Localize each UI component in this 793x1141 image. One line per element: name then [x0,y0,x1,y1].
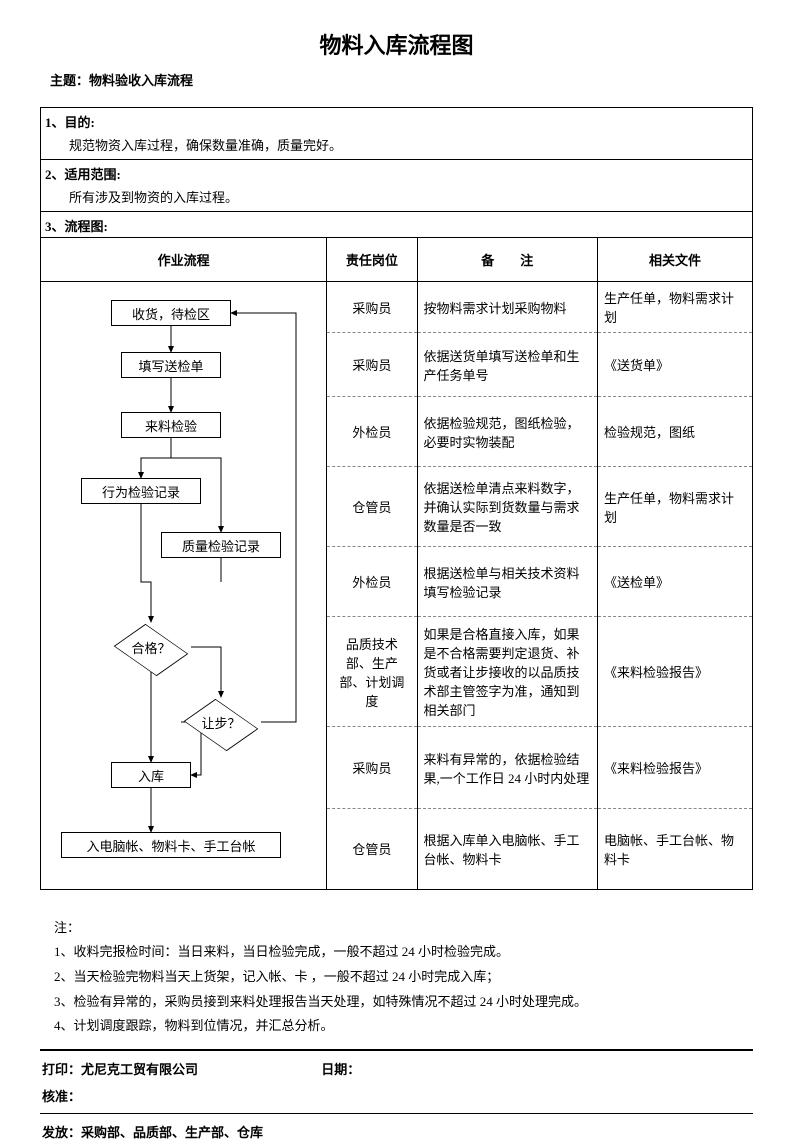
cell-role: 采购员 [327,282,417,333]
node-instore: 入库 [111,762,191,788]
cell-doc: 《送货单》 [598,333,752,397]
node-behavior-record: 行为检验记录 [81,478,201,504]
cell-role: 采购员 [327,333,417,397]
cell-doc: 《来料检验报告》 [598,727,752,809]
cell-note: 来料有异常的，依据检验结果,一个工作日 24 小时内处理 [417,727,598,809]
th-note: 备 注 [417,238,598,282]
flow-table: 作业流程 责任岗位 备 注 相关文件 收货，待检区填写送检单来料检验行为检验记录… [41,237,752,889]
cell-doc: 检验规范，图纸 [598,397,752,467]
section-1-body: 规范物资入库过程，确保数量准确，质量完好。 [41,133,752,159]
node-quality-record: 质量检验记录 [161,532,281,558]
th-role: 责任岗位 [327,238,417,282]
cell-role: 外检员 [327,397,417,467]
decision-pass: 合格？ [111,622,191,672]
cell-role: 外检员 [327,547,417,617]
note-line: 1、收料完报检时间：当日来料，当日检验完成，一般不超过 24 小时检验完成。 [54,940,753,965]
cell-note: 根据入库单入电脑帐、手工台帐、物料卡 [417,809,598,889]
footer-approve: 核准： [42,1086,753,1105]
table-header-row: 作业流程 责任岗位 备 注 相关文件 [41,238,752,282]
cell-note: 依据送货单填写送检单和生产任务单号 [417,333,598,397]
cell-note: 依据检验规范，图纸检验，必要时实物装配 [417,397,598,467]
subject-line: 主题：物料验收入库流程 [50,70,753,89]
cell-doc: 生产任单，物料需求计划 [598,282,752,333]
cell-role: 品质技术部、生产部、计划调度 [327,617,417,727]
cell-doc: 《来料检验报告》 [598,617,752,727]
section-2-body: 所有涉及到物资的入库过程。 [41,185,752,211]
cell-role: 仓管员 [327,467,417,547]
section-2-head: 2、适用范围: [41,159,752,185]
date-label: 日期： [321,1059,360,1078]
note-line: 4、计划调度跟踪，物料到位情况，并汇总分析。 [54,1014,753,1039]
cell-note: 依据送检单清点来料数字，并确认实际到货数量与需求数量是否一致 [417,467,598,547]
node-fill-form: 填写送检单 [121,352,221,378]
table-row: 收货，待检区填写送检单来料检验行为检验记录质量检验记录合格？让步？入库入电脑帐、… [41,282,752,333]
cell-role: 采购员 [327,727,417,809]
footer-print: 打印：尤尼克工贸有限公司 日期： [42,1059,753,1078]
cell-note: 如果是合格直接入库，如果是不合格需要判定退货、补货或者让步接收的以品质技术部主管… [417,617,598,727]
th-doc: 相关文件 [598,238,752,282]
th-flow: 作业流程 [41,238,327,282]
divider-thin [40,1113,753,1114]
page-title: 物料入库流程图 [40,28,753,60]
note-line: 3、检验有异常的，采购员接到来料处理报告当天处理，如特殊情况不超过 24 小时处… [54,990,753,1015]
flowchart-cell: 收货，待检区填写送检单来料检验行为检验记录质量检验记录合格？ 让步？ 入库入电脑帐、… [41,282,327,889]
cell-note: 根据送检单与相关技术资料填写检验记录 [417,547,598,617]
node-accounts: 入电脑帐、物料卡、手工台帐 [61,832,281,858]
main-container: 1、目的: 规范物资入库过程，确保数量准确，质量完好。 2、适用范围: 所有涉及… [40,107,753,890]
print-label: 打印：尤尼克工贸有限公司 [42,1062,198,1077]
cell-note: 按物料需求计划采购物料 [417,282,598,333]
node-incoming-inspect: 来料检验 [121,412,221,438]
node-receive: 收货，待检区 [111,300,231,326]
footer-dist: 发放：采购部、品质部、生产部、仓库 [42,1122,753,1141]
decision-concession: 让步？ [181,697,261,747]
cell-doc: 电脑帐、手工台帐、物料卡 [598,809,752,889]
notes-block: 注： 1、收料完报检时间：当日来料，当日检验完成，一般不超过 24 小时检验完成… [54,916,753,1039]
cell-role: 仓管员 [327,809,417,889]
section-1-head: 1、目的: [41,108,752,133]
cell-doc: 《送检单》 [598,547,752,617]
note-line: 2、当天检验完物料当天上货架，记入帐、卡 ，一般不超过 24 小时完成入库； [54,965,753,990]
cell-doc: 生产任单，物料需求计划 [598,467,752,547]
divider-thick [40,1049,753,1051]
section-3-head: 3、流程图: [41,211,752,237]
notes-head: 注： [54,916,753,941]
